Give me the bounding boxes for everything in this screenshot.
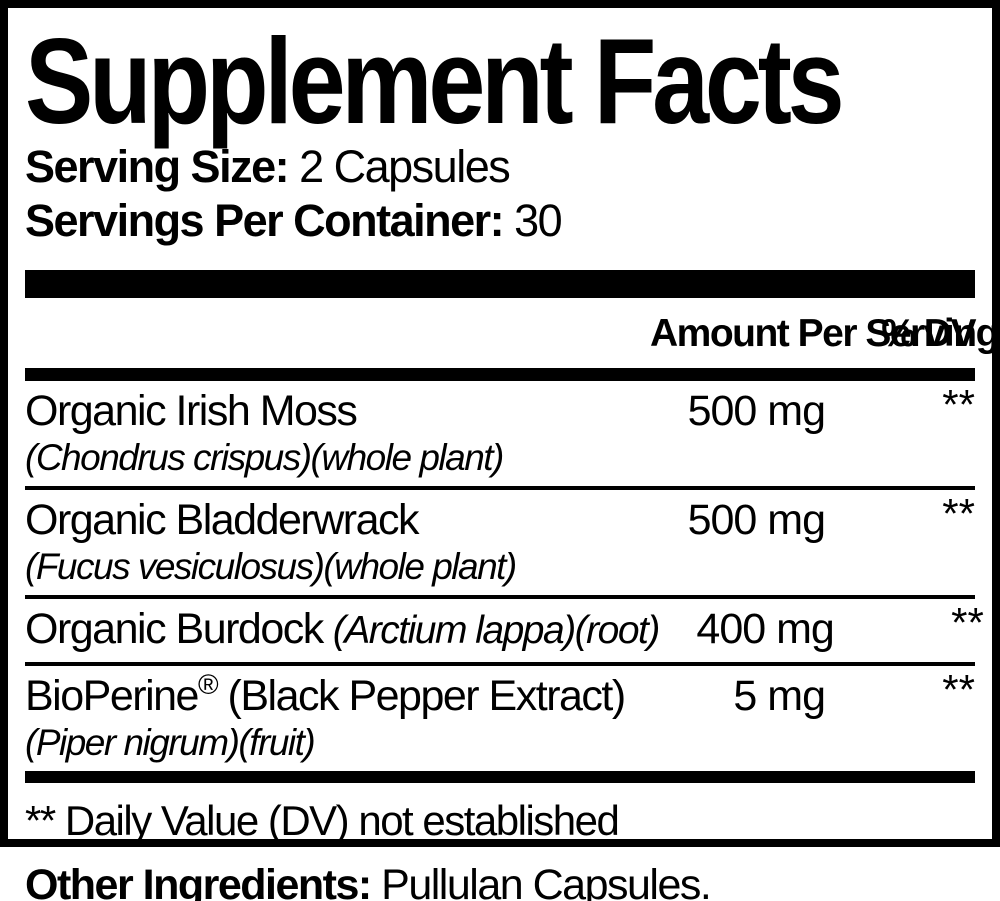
divider-thick-top [25,270,975,298]
serving-size-line: Serving Size: 2 Capsules [25,140,975,194]
ingredient-table: Organic Irish Moss 500 mg ** (Chondrus c… [25,381,984,771]
serving-size-label: Serving Size: [25,141,290,192]
panel-title: Supplement Facts [25,13,845,149]
ingredient-latin-name: (Piper nigrum)(fruit) [25,722,316,763]
serving-size-value: 2 Capsules [288,141,511,192]
header-amount-per-serving: Amount Per Serving [650,312,999,355]
table-header-row: Amount Per Serving % DV [25,298,999,368]
other-ingredients-value: Pullulan Capsules. [370,861,712,901]
ingredient-latin-name: (Chondrus crispus)(whole plant) [25,437,504,478]
table-row-burdock: Organic Burdock (Arctium lappa)(root) 400… [25,595,984,662]
other-ingredients-label: Other Ingredients: [25,861,372,901]
ingredient-name-text: Organic Burdock [25,605,324,653]
daily-value-footnote: ** Daily Value (DV) not established [25,797,620,844]
ingredient-name-suffix: (Black Pepper Extract) [217,672,627,720]
ingredient-amount: 5 mg [733,672,826,720]
ingredient-amount: 500 mg [687,387,826,435]
ingredient-name-text: BioPerine [25,672,199,720]
other-ingredients-line: Other Ingredients: Pullulan Capsules. [25,861,1000,901]
ingredient-name: Organic Irish Moss [25,387,358,435]
header-percent-dv: % DV [881,312,976,355]
ingredient-amount: 400 mg [696,605,834,653]
ingredient-latin-name: (Fucus vesiculosus)(whole plant) [25,546,517,587]
divider-below-header [25,368,975,381]
ingredient-dv: ** [942,381,975,428]
registered-trademark-symbol: ® [197,669,219,700]
divider-above-footnote [25,771,975,783]
ingredient-name: Organic Bladderwrack [25,496,420,544]
table-row-bladderwrack: Organic Bladderwrack 500 mg ** (Fucus ve… [25,486,975,595]
ingredient-name: BioPerine® (Black Pepper Extract) [25,671,650,721]
ingredient-dv: ** [942,666,975,713]
ingredient-latin-name: (Arctium lappa)(root) [332,609,661,652]
servings-per-container-label: Servings Per Container: [25,195,505,246]
supplement-facts-panel: Supplement Facts Serving Size: 2 Capsule… [0,0,1000,847]
ingredient-dv: ** [942,490,975,537]
table-row-bioperine: BioPerine® (Black Pepper Extract) 5 mg *… [25,662,975,771]
ingredient-amount: 500 mg [687,496,826,544]
table-row-irish-moss: Organic Irish Moss 500 mg ** (Chondrus c… [25,381,975,486]
servings-per-container-line: Servings Per Container: 30 [25,194,975,248]
ingredient-name: Organic Burdock (Arctium lappa)(root) [25,604,661,656]
servings-per-container-value: 30 [503,195,563,246]
ingredient-dv: ** [951,599,984,646]
